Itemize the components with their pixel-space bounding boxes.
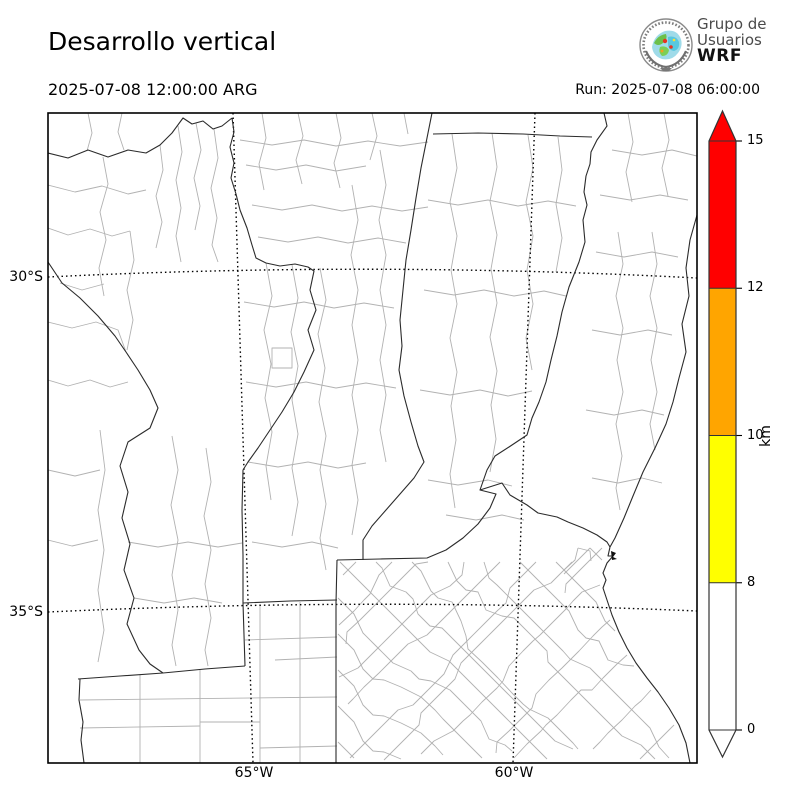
department-boundaries	[48, 113, 697, 763]
logo-line2: Usuarios	[697, 31, 762, 49]
logo-line1: Grupo de	[697, 15, 767, 33]
parallel-30S	[48, 268, 697, 279]
colorbar	[708, 109, 742, 759]
lat-tick-35S: 35°S	[9, 604, 43, 620]
run-time-label: Run: 2025-07-08 06:00:00	[575, 82, 760, 98]
colorbar-tick-label: 15	[747, 133, 764, 148]
wrf-logo-emblem-icon	[639, 18, 693, 72]
page-title: Desarrollo vertical	[48, 27, 277, 56]
caba-cluster-mark	[611, 551, 617, 560]
map-frame	[47, 112, 698, 764]
colorbar-tick-label: 10	[747, 427, 764, 443]
province-boundaries	[48, 113, 697, 763]
graticule-lines	[48, 113, 697, 763]
colorbar-tick-label: 12	[747, 280, 764, 296]
lon-tick-60W: 60°W	[494, 765, 534, 781]
parallel-35S	[48, 603, 697, 613]
valid-time-label: 2025-07-08 12:00:00 ARG	[48, 80, 258, 99]
lat-tick-30S: 30°S	[9, 269, 43, 285]
colorbar-tick-label: 8	[747, 574, 756, 590]
lon-tick-65W: 65°W	[234, 765, 274, 781]
wrf-logo-text: Grupo de Usuarios WRF	[697, 15, 767, 66]
colorbar-tick-label: 0	[747, 722, 756, 737]
meridian-60W	[512, 113, 536, 763]
logo-line3: WRF	[697, 46, 742, 66]
meridian-65W	[232, 113, 254, 763]
wrf-users-group-logo: Grupo de Usuarios WRF	[638, 15, 798, 77]
